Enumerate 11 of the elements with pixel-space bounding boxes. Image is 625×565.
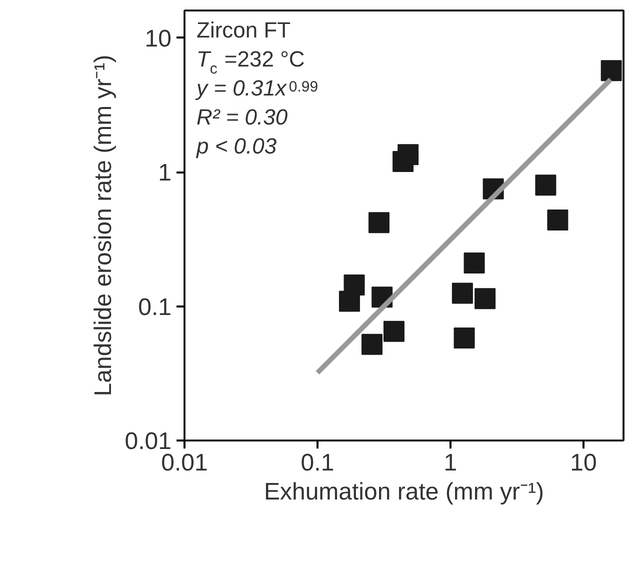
x-tick-label: 0.1 — [300, 450, 334, 476]
y-tick-label: 0.1 — [138, 294, 172, 321]
y-tick-label: 10 — [144, 25, 172, 52]
annotation: p < 0.03 — [196, 134, 278, 158]
annotation: R² = 0.30 — [196, 104, 288, 130]
x-axis-title: Exhumation rate (mm yr⁻¹) — [264, 478, 544, 506]
annotation: Zircon FT — [196, 18, 291, 42]
y-tick-label: 1 — [158, 160, 172, 187]
y-axis-title: Landslide erosion rate (mm yr⁻¹) — [90, 54, 117, 396]
x-tick-label: 10 — [570, 450, 597, 476]
x-tick-label: 1 — [444, 450, 458, 476]
